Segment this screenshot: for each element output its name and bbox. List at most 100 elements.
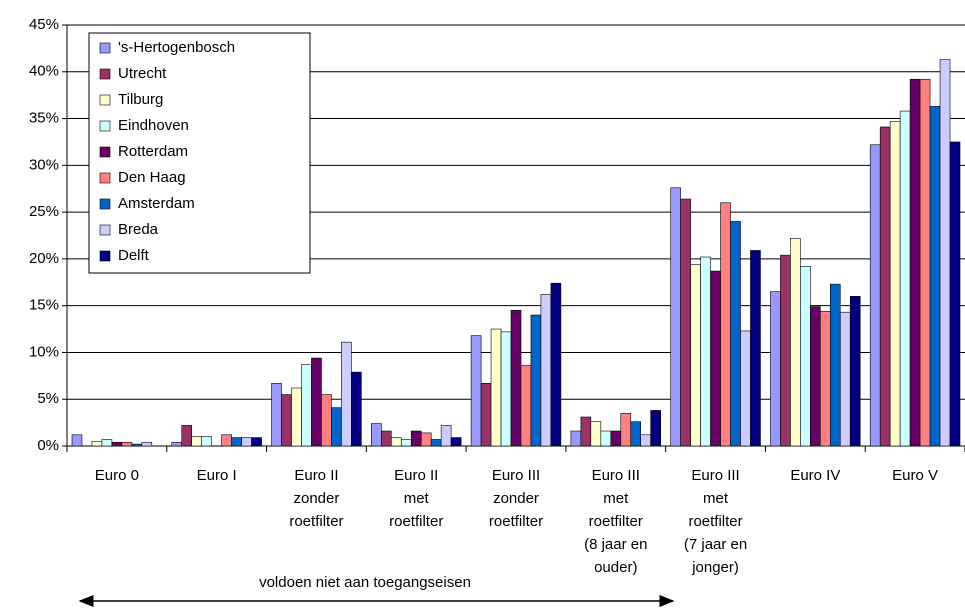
bar [630,421,642,447]
bar [889,121,901,447]
legend-swatch [99,172,111,184]
bar [770,291,781,447]
bar [570,430,582,447]
bar [450,437,462,447]
legend-label: 's-Hertogenbosch [118,39,235,56]
bar [580,416,592,447]
legend-swatch [99,250,111,262]
legend-box [88,32,311,274]
bar [351,371,362,447]
bar [271,383,282,447]
y-tick-label: 0% [37,437,59,454]
bar [899,110,911,447]
bar [420,432,432,447]
bar [849,296,861,447]
bar [520,365,532,447]
y-tick-label: 35% [29,110,59,127]
bar [829,283,841,447]
bar [939,59,951,447]
bar [201,436,212,447]
bar [550,282,562,447]
annotation: voldoen niet aan toegangseisen [259,574,471,591]
y-tick-label: 30% [29,156,59,173]
bar [590,421,602,447]
bar [480,383,492,447]
bar [869,144,881,447]
bar [650,410,661,447]
legend-label: Delft [118,247,150,264]
y-tick-label: 45% [29,16,59,33]
bar [171,441,183,447]
bar [820,310,831,447]
bar [670,187,681,447]
legend-swatch [99,146,111,158]
bar [141,441,153,447]
bar [620,412,632,447]
legend-swatch [99,94,111,106]
bar [949,141,961,447]
bar [251,437,262,447]
bar [301,364,312,447]
bar [600,430,612,447]
bar [430,439,442,447]
x-tick-label: Euro III met roetfilter (8 jaar en ouder… [584,467,648,576]
bar [710,270,721,447]
bar [410,430,422,447]
bar [700,256,711,447]
bar [440,425,452,447]
bar [490,328,502,447]
bar [400,439,412,447]
bar [341,341,352,447]
y-tick-label: 10% [29,343,59,360]
x-tick-label: Euro III zonder roetfilter [488,467,544,530]
bar [241,437,252,447]
bar [191,436,203,447]
bar [540,294,552,447]
bar [510,310,522,447]
legend-label: Amsterdam [118,195,195,212]
x-tick-label: Euro 0 [94,467,139,484]
legend-swatch [99,120,111,132]
bar [879,126,891,447]
legend-label: Tilburg [118,91,163,108]
bar [91,441,103,447]
bar [291,387,302,447]
y-tick-label: 20% [29,250,59,267]
bar [101,439,113,447]
bar [800,266,811,447]
legend-label: Utrecht [118,65,167,82]
bar [909,78,921,447]
bar [530,314,542,447]
bar [181,425,193,447]
x-tick-label: Euro V [892,467,939,484]
bar [680,198,691,447]
bar [131,443,143,447]
y-tick-label: 5% [37,390,59,407]
bar [500,331,512,447]
bar [281,394,292,447]
legend-swatch [99,224,111,236]
bar [720,202,731,447]
bar [321,394,332,447]
bar [311,357,322,447]
bar [690,264,701,447]
x-tick-label: Euro IV [790,467,841,484]
bar [839,311,851,447]
legend-label: Eindhoven [118,117,189,134]
x-tick-label: Euro II met roetfilter [389,467,444,530]
bar [221,434,232,447]
bar [640,434,651,447]
bar [750,250,761,447]
bar [111,441,123,447]
legend-swatch [99,198,111,210]
bar [790,238,801,447]
bar [381,430,392,447]
bar [780,254,791,447]
legend-label: Den Haag [118,169,186,186]
bar [730,221,741,447]
bar [470,335,482,447]
legend-swatch [99,42,111,54]
bar [740,330,751,447]
